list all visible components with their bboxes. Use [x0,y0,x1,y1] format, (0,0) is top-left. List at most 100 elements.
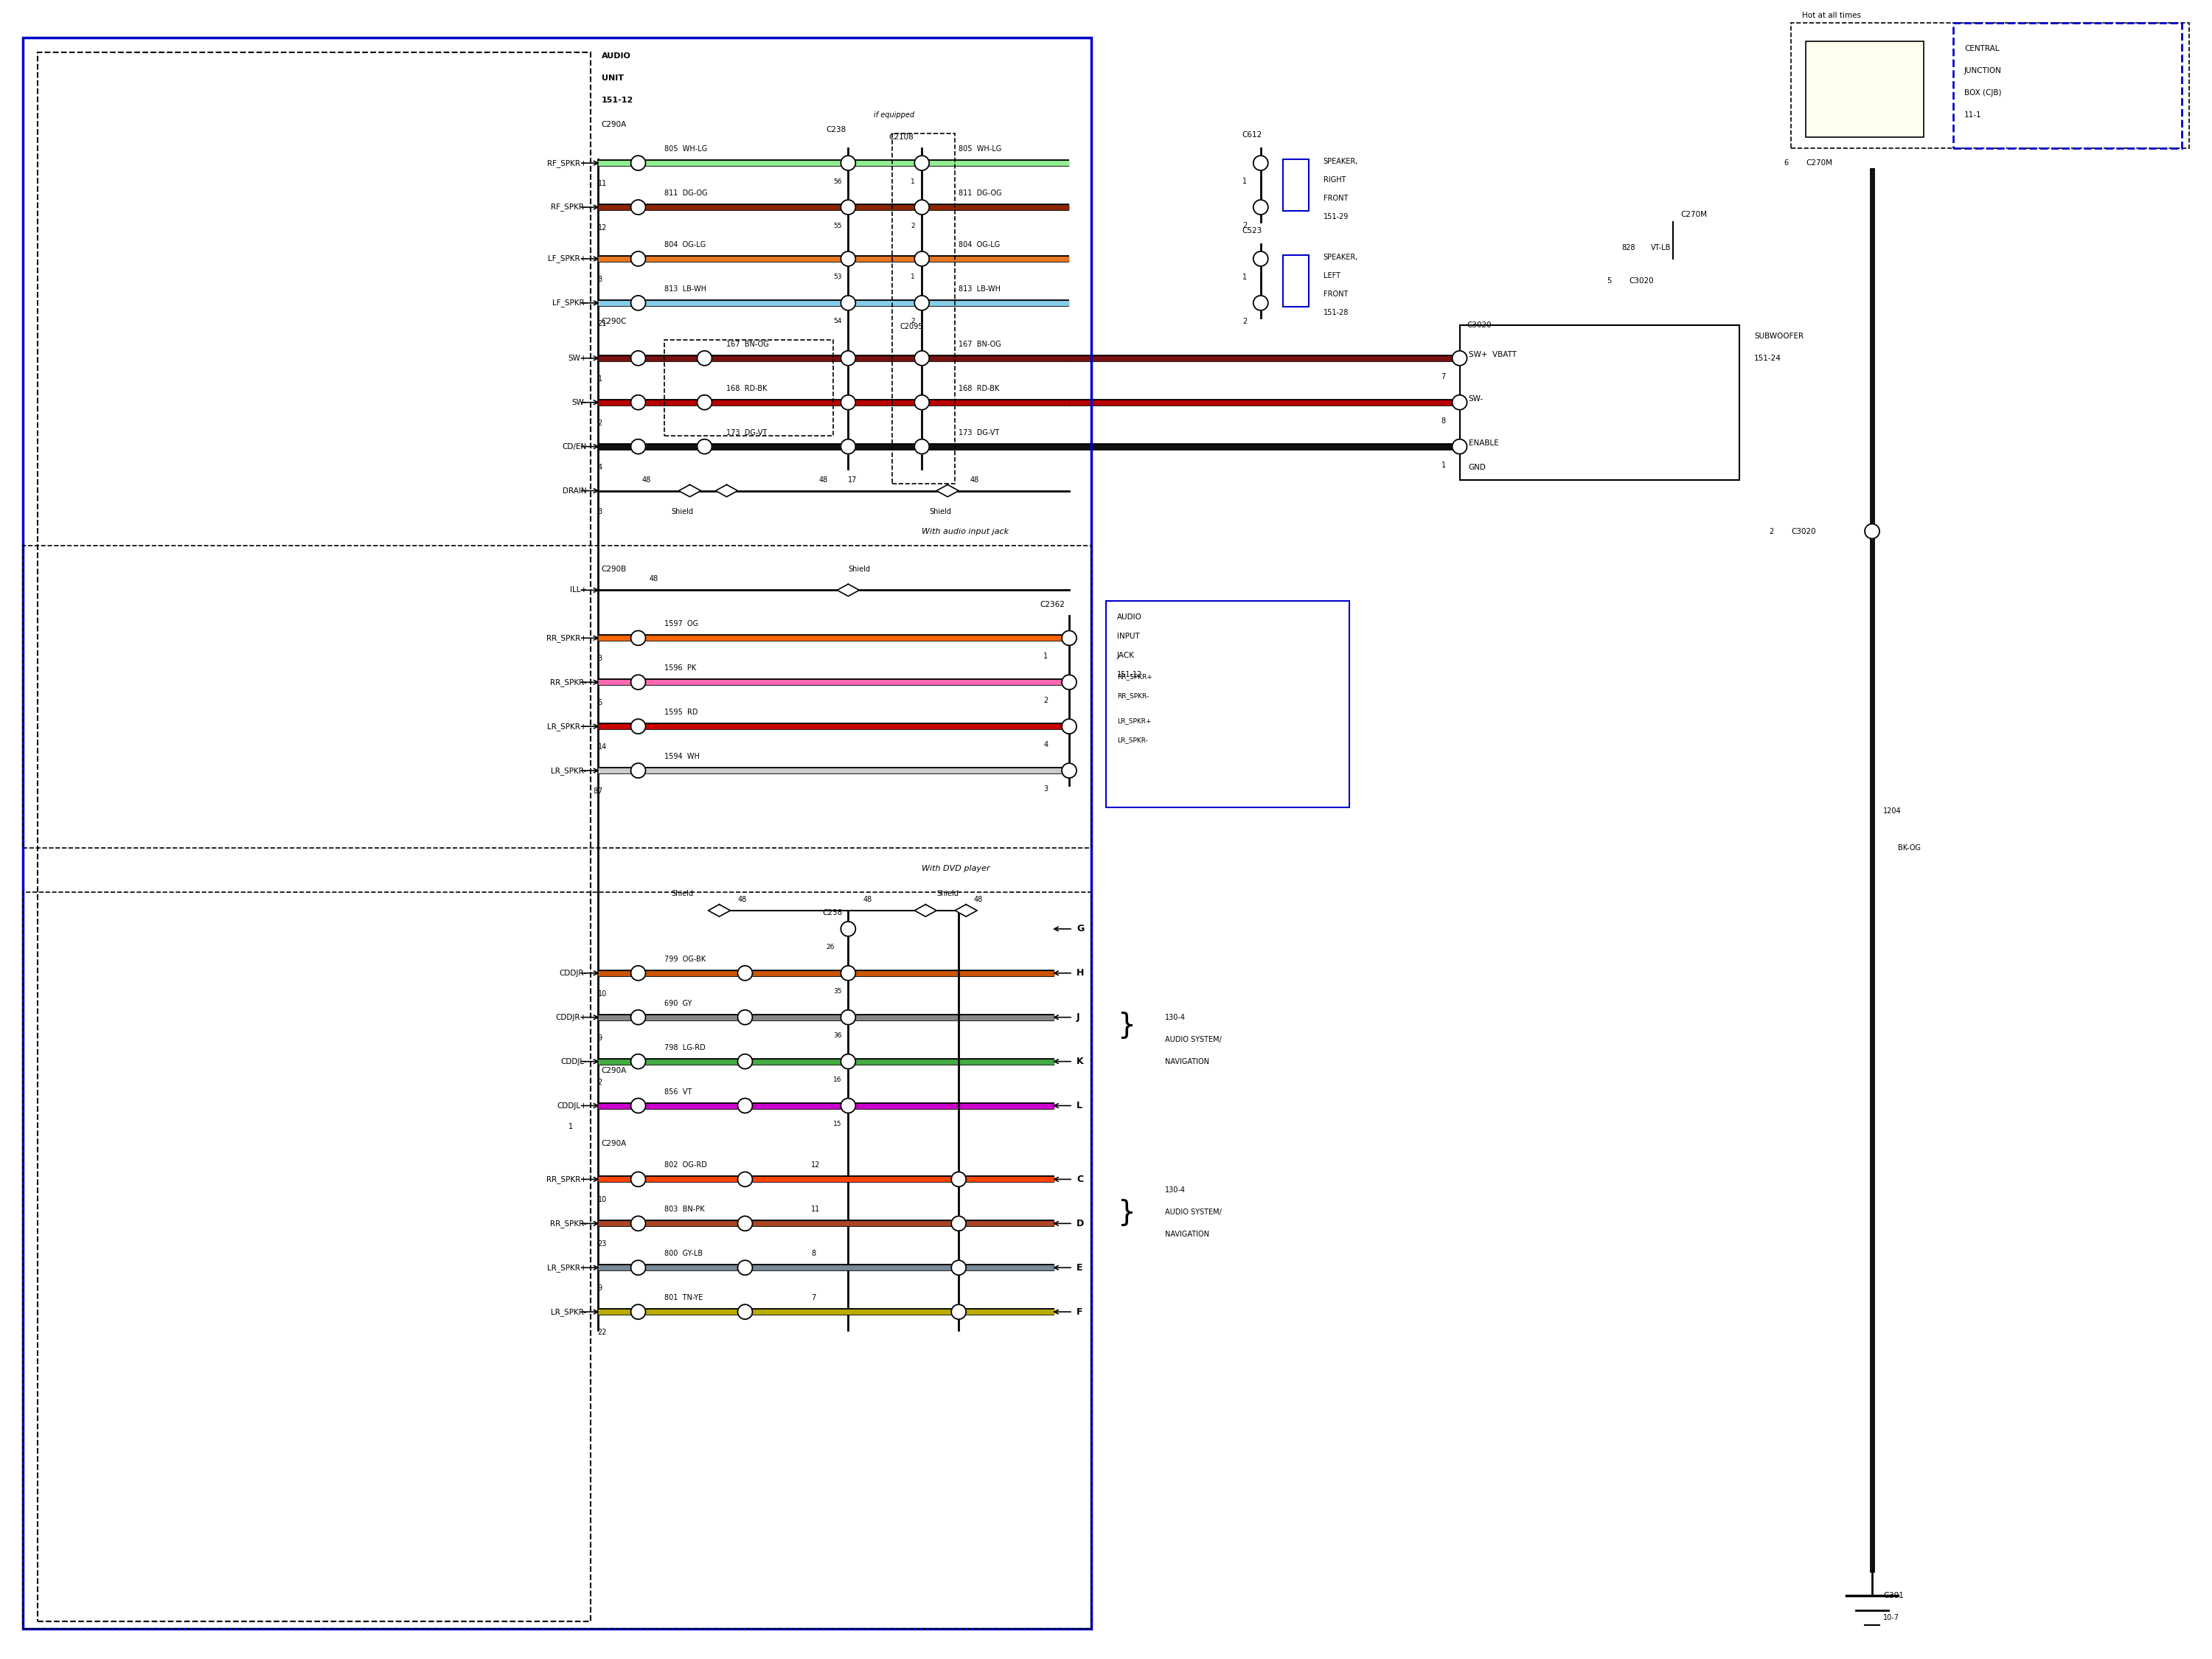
Text: 804  OG-LG: 804 OG-LG [664,241,706,249]
Text: 2: 2 [1243,317,1248,325]
Circle shape [1453,440,1467,455]
Text: 803  BN-PK: 803 BN-PK [664,1206,703,1213]
Text: 1597  OG: 1597 OG [664,620,699,627]
Text: 173  DG-VT: 173 DG-VT [726,430,768,436]
Circle shape [630,199,646,214]
Text: 15: 15 [834,1121,843,1128]
Circle shape [630,763,646,778]
Text: 1: 1 [1243,274,1248,280]
Circle shape [630,966,646,980]
Text: LF_SPKR+: LF_SPKR+ [549,255,586,262]
Text: FRONT: FRONT [1323,290,1347,299]
Text: 167  BN-OG: 167 BN-OG [726,340,770,348]
Text: 690  GY: 690 GY [664,1000,692,1007]
Text: 2: 2 [911,319,916,325]
Text: AUDIO: AUDIO [1117,614,1141,620]
Circle shape [841,921,856,936]
Text: C3020: C3020 [1467,322,1491,328]
Circle shape [1453,350,1467,365]
Text: 17: 17 [847,476,858,483]
Text: NAVIGATION: NAVIGATION [1166,1058,1210,1065]
Text: LF_SPKR-: LF_SPKR- [553,299,586,307]
Text: With audio input jack: With audio input jack [922,528,1009,534]
Text: LR_SPKR+: LR_SPKR+ [546,722,586,730]
Text: 11: 11 [812,1206,821,1213]
Bar [22,38,1091,1629]
Circle shape [697,350,712,365]
Text: 10: 10 [597,1196,606,1204]
Circle shape [630,350,646,365]
Text: C290B: C290B [602,566,626,574]
Text: CD/EN: CD/EN [562,443,586,450]
Text: 2: 2 [911,222,916,229]
Text: 798  LG-RD: 798 LG-RD [664,1044,706,1052]
Circle shape [841,295,856,310]
Circle shape [841,350,856,365]
Text: SW-: SW- [571,398,586,406]
Circle shape [630,440,646,455]
Text: SW+: SW+ [568,355,586,362]
Text: C238: C238 [825,126,847,134]
Bar [1805,41,1924,138]
Text: 856  VT: 856 VT [664,1088,692,1095]
Text: LR_SPKR+: LR_SPKR+ [1117,717,1150,723]
Text: 54: 54 [834,319,843,325]
Text: ENABLE: ENABLE [1469,440,1498,446]
Text: 804  OG-LG: 804 OG-LG [958,241,1000,249]
Text: F: F [1077,1307,1084,1317]
Circle shape [1062,718,1077,733]
Text: 23: 23 [597,1241,606,1248]
Text: 1: 1 [911,274,916,280]
Bar [1283,159,1310,211]
Polygon shape [714,484,737,496]
Polygon shape [836,584,858,596]
Circle shape [630,1304,646,1319]
Circle shape [737,1261,752,1276]
Bar [22,546,1091,848]
Text: INPUT: INPUT [1117,632,1139,640]
Text: 1: 1 [1243,178,1248,186]
Text: JACK: JACK [1117,652,1135,659]
Text: }: } [1117,1198,1135,1226]
Circle shape [1865,524,1880,539]
Text: 151-29: 151-29 [1323,212,1349,221]
Text: SW+  VBATT: SW+ VBATT [1469,350,1517,358]
Circle shape [737,1010,752,1025]
Text: Shield: Shield [847,566,869,574]
Text: 2: 2 [1770,528,1774,534]
Text: C290C: C290C [602,317,626,325]
Text: G: G [1077,924,1084,934]
Text: 151-12: 151-12 [602,96,633,105]
Text: 2: 2 [1044,697,1048,705]
Text: CDDJR-: CDDJR- [560,969,586,977]
Text: D: D [1077,1219,1084,1228]
Text: Shield: Shield [936,889,958,898]
Text: LR_SPKR-: LR_SPKR- [1117,737,1148,743]
Text: C523: C523 [1243,227,1263,234]
Circle shape [630,718,646,733]
Circle shape [697,440,712,455]
Text: FRONT: FRONT [1323,194,1347,202]
Text: if equipped: if equipped [874,111,914,119]
Text: CDDJR+: CDDJR+ [555,1014,586,1020]
Text: SUBWOOFER: SUBWOOFER [1754,332,1803,340]
Text: 3: 3 [1044,785,1048,793]
Circle shape [914,440,929,455]
Text: 8: 8 [597,275,602,284]
Text: 8: 8 [593,788,597,795]
Circle shape [630,295,646,310]
Text: 16: 16 [834,1077,843,1083]
Circle shape [737,1304,752,1319]
Text: 7: 7 [597,788,602,795]
Circle shape [951,1261,967,1276]
Text: Shield: Shield [672,889,695,898]
Text: UNIT: UNIT [602,75,624,81]
Text: 1: 1 [1442,461,1447,468]
Text: VT-LB: VT-LB [1650,244,1672,252]
Text: Shield: Shield [929,508,951,514]
Text: C290A: C290A [602,121,626,128]
Text: 2: 2 [597,420,602,426]
Circle shape [841,966,856,980]
Circle shape [1254,252,1267,265]
Text: 48: 48 [818,476,827,483]
